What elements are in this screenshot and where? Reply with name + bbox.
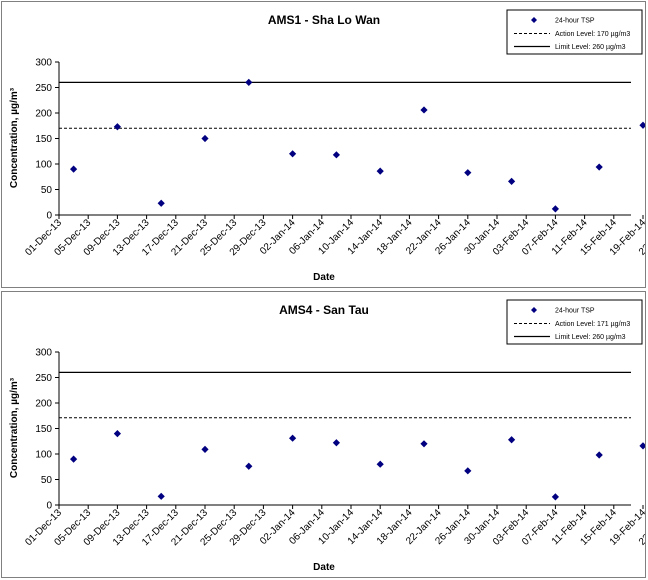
data-point <box>289 434 297 442</box>
y-tick-label: 100 <box>35 450 52 461</box>
data-point <box>332 151 340 159</box>
y-tick-label: 250 <box>35 83 52 94</box>
y-tick-label: 50 <box>41 475 53 486</box>
y-axis-label: Concentration, µg/m³ <box>9 377 20 478</box>
data-point <box>639 442 645 450</box>
legend-marker-tsp <box>531 17 537 23</box>
ams4-chart: AMS4 - San Tau05010015020025030001-Dec-1… <box>9 299 645 573</box>
x-axis-label: Date <box>313 272 335 283</box>
y-tick-label: 300 <box>35 348 52 359</box>
data-point <box>464 169 472 177</box>
y-tick-label: 100 <box>35 160 52 171</box>
y-tick-label: 300 <box>35 58 52 69</box>
data-point <box>113 430 121 438</box>
chart-title: AMS1 - Sha Lo Wan <box>268 13 380 27</box>
data-point <box>551 205 559 213</box>
y-tick-label: 150 <box>35 424 52 435</box>
data-point <box>70 455 78 463</box>
data-point <box>595 163 603 171</box>
chart-panel-ams4: AMS4 - San Tau 0 50 100 150 200 250 300 01-Dec-1… <box>1 291 646 578</box>
legend-label-tsp: 24-hour TSP <box>555 18 595 25</box>
data-point <box>376 167 384 175</box>
legend-label-limit: Limit Level: 260 µg/m3 <box>555 44 626 51</box>
data-point <box>70 165 78 173</box>
data-point <box>289 150 297 158</box>
x-axis-label: Date <box>313 562 335 573</box>
data-point <box>508 436 516 444</box>
data-point <box>113 123 121 131</box>
y-tick-label: 0 <box>46 501 52 512</box>
legend-label-tsp: 24-hour TSP <box>555 308 595 315</box>
data-point <box>639 121 645 129</box>
data-point <box>332 439 340 447</box>
data-point <box>376 460 384 468</box>
legend-label-action: Action Level: 171 µg/m3 <box>555 321 630 328</box>
legend-label-limit: Limit Level: 260 µg/m3 <box>555 334 626 341</box>
y-tick-label: 0 <box>46 211 52 222</box>
data-point <box>245 78 253 86</box>
y-tick-label: 250 <box>35 373 52 384</box>
data-point <box>420 106 428 114</box>
data-point <box>420 440 428 448</box>
data-point <box>508 177 516 185</box>
y-tick-label: 200 <box>35 109 52 120</box>
legend: 24-hour TSP Action Level: 171 µg/m3 Limit … <box>506 299 643 345</box>
data-point <box>201 134 209 143</box>
y-tick-label: 200 <box>35 399 52 410</box>
y-axis-label: Concentration, µg/m³ <box>9 87 20 188</box>
chart-title: AMS4 - San Tau <box>279 303 369 317</box>
data-point <box>595 451 603 459</box>
data-point <box>464 467 472 475</box>
legend-marker-tsp <box>531 307 537 313</box>
y-tick-label: 50 <box>41 185 53 196</box>
chart-panel-ams1: AMS1 - Sha Lo Wan 0 50 100 150 200 250 300 01-De… <box>1 1 646 288</box>
legend-label-action: Action Level: 170 µg/m3 <box>555 31 630 38</box>
y-tick-label: 150 <box>35 134 52 145</box>
data-point <box>157 492 165 500</box>
data-point <box>201 445 209 454</box>
data-point <box>551 493 559 501</box>
ams1-chart: AMS1 - Sha Lo Wan05010015020025030001-De… <box>9 9 645 283</box>
data-point <box>157 199 165 207</box>
legend: 24-hour TSP Action Level: 170 µg/m3 Limit … <box>506 9 643 55</box>
data-point <box>245 462 253 470</box>
